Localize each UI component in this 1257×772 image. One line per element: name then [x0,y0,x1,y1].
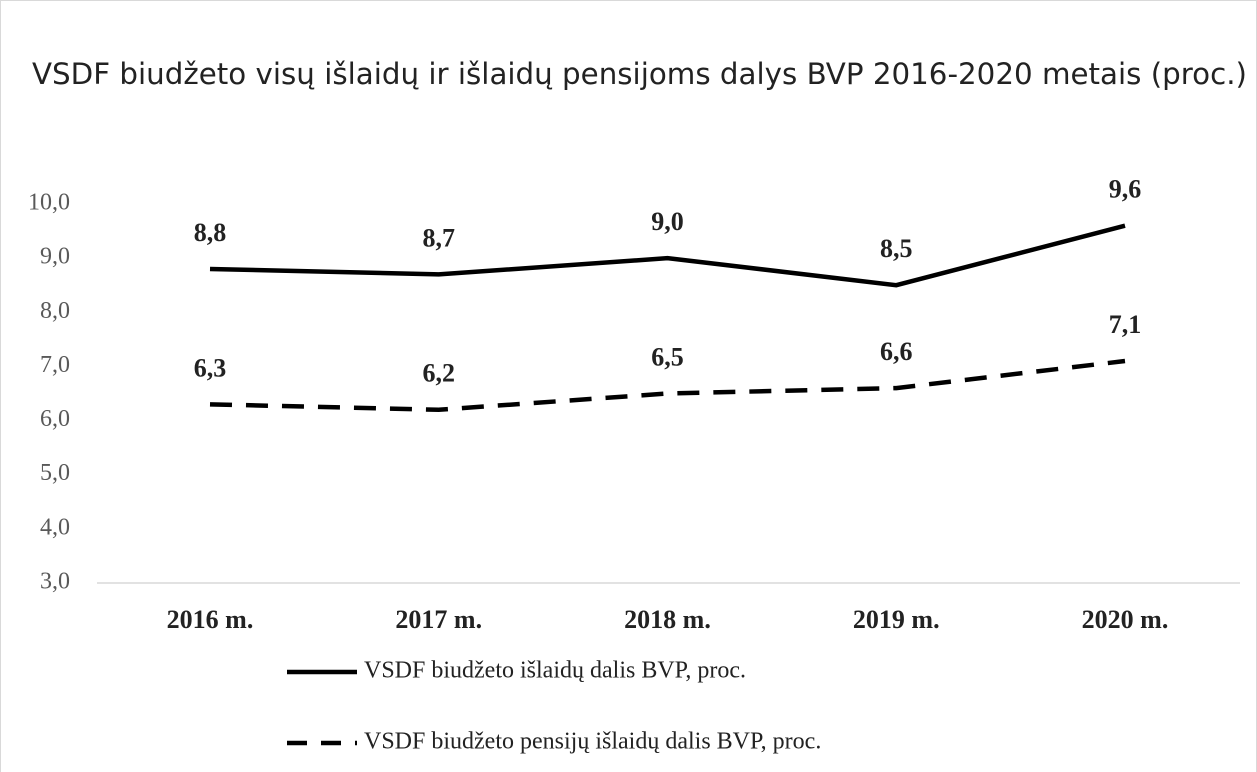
legend-label: VSDF biudžeto pensijų išlaidų dalis BVP,… [364,729,821,755]
data-label: 8,7 [423,223,456,252]
data-label: 8,5 [880,234,913,263]
x-tick-label: 2018 m. [624,605,711,634]
series-line [209,223,1126,288]
y-tick-label: 10,0 [28,190,70,216]
x-tick-label: 2019 m. [853,605,940,634]
y-tick-label: 4,0 [40,514,70,540]
x-tick-label: 2017 m. [395,605,482,634]
chart-title: VSDF biudžeto visų išlaidų ir išlaidų pe… [32,57,1247,91]
data-label: 6,6 [880,337,913,366]
data-label: 9,0 [651,207,684,236]
y-tick-label: 6,0 [40,406,70,432]
y-tick-label: 8,0 [40,298,70,324]
series-line [209,358,1126,412]
data-label: 9,6 [1109,175,1142,204]
legend-label: VSDF biudžeto išlaidų dalis BVP, proc. [364,658,746,684]
y-tick-label: 3,0 [40,569,70,595]
x-tick-label: 2016 m. [167,605,254,634]
x-tick-label: 2020 m. [1082,605,1169,634]
y-tick-label: 5,0 [40,460,70,486]
data-label: 6,3 [194,353,227,382]
data-label: 8,8 [194,218,227,247]
data-label: 6,2 [423,359,456,388]
data-label: 7,1 [1109,310,1142,339]
y-tick-label: 9,0 [40,244,70,270]
y-tick-label: 7,0 [40,352,70,378]
data-label: 6,5 [651,342,684,371]
